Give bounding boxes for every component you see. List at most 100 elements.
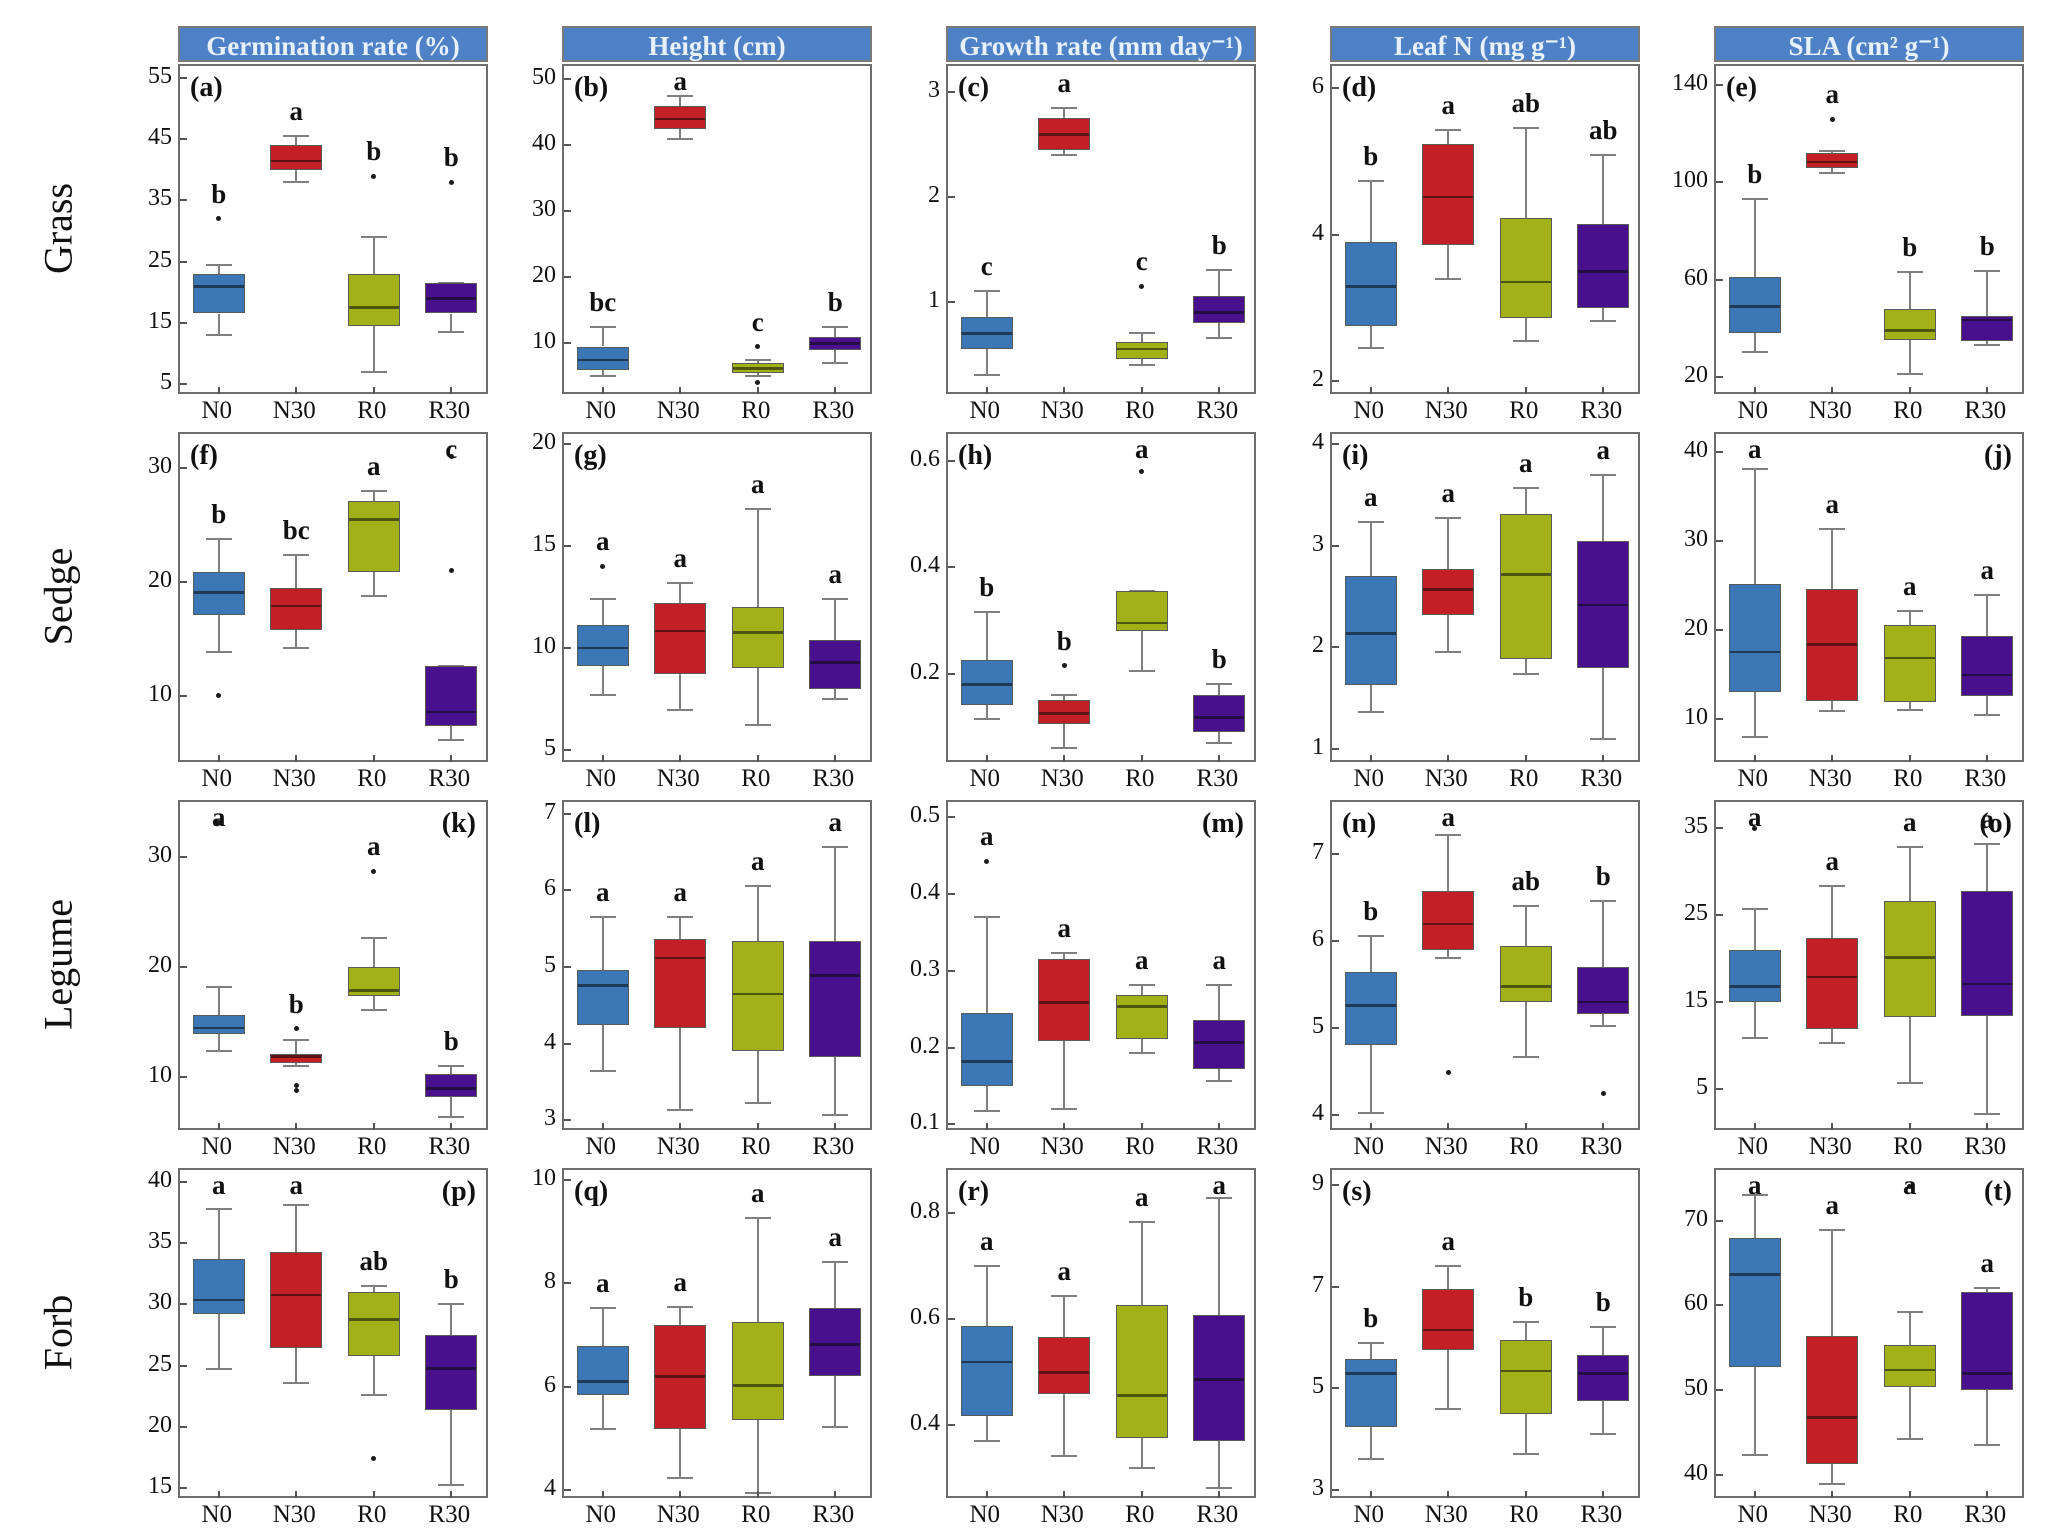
whisker-stem — [1447, 518, 1450, 570]
median-line — [1962, 673, 2013, 677]
whisker-cap — [1357, 934, 1384, 937]
whisker-stem — [1447, 614, 1450, 653]
x-tick-mark — [601, 1123, 604, 1130]
median-line — [577, 984, 628, 987]
y-tick-label: 15 — [148, 1472, 172, 1499]
x-category-label: N30 — [272, 765, 316, 792]
boxplot-R30 — [1193, 694, 1246, 733]
x-category-label: N0 — [585, 1133, 617, 1160]
boxplot-N0 — [576, 625, 629, 667]
boxplot-R30 — [425, 1335, 478, 1410]
whisker-stem — [601, 326, 604, 347]
whisker-cap — [1512, 1056, 1539, 1059]
column-header-growth-rate: Growth rate (mm day⁻¹) — [946, 26, 1256, 62]
y-tick-label: 10 — [532, 328, 556, 355]
outlier-dot — [600, 563, 606, 569]
whisker-cap — [1590, 737, 1617, 740]
y-tick-label: 60 — [1684, 1290, 1708, 1317]
whisker-stem — [1986, 696, 1989, 715]
y-tick-mark — [180, 77, 187, 80]
whisker-stem — [295, 169, 298, 183]
boxplot-R0 — [347, 273, 400, 326]
panel-c: (c) c a c b — [946, 64, 1256, 394]
x-category-label: N0 — [969, 397, 1001, 424]
boxplot-N0 — [1344, 242, 1397, 327]
boxplot-N0 — [960, 1325, 1013, 1417]
panel-label: (f) — [190, 440, 218, 471]
y-tick-mark — [564, 1179, 571, 1182]
whisker-stem — [295, 1205, 298, 1252]
whisker-cap — [1357, 347, 1384, 350]
whisker-stem — [450, 1304, 453, 1335]
whisker-cap — [205, 985, 232, 988]
whisker-cap — [589, 598, 616, 600]
y-tick-label: 70 — [1684, 1205, 1708, 1232]
whisker-stem — [1140, 984, 1143, 996]
y-tick-label: 20 — [1684, 615, 1708, 642]
y-tick-mark — [1716, 450, 1723, 453]
median-line — [1423, 195, 1474, 199]
x-category-label: N0 — [1737, 1133, 1769, 1160]
y-tick-label: 60 — [1684, 264, 1708, 291]
whisker-cap — [1590, 1025, 1617, 1028]
x-tick-mark — [1908, 387, 1911, 394]
median-line — [1884, 329, 1935, 332]
sig-letter: a — [1980, 803, 1995, 834]
whisker-cap — [360, 594, 387, 597]
y-tick-mark — [564, 342, 571, 345]
x-tick-mark — [1140, 387, 1143, 394]
whisker-cap — [1974, 344, 2001, 347]
whisker-cap — [1512, 672, 1539, 675]
median-line — [810, 342, 861, 345]
whisker-cap — [973, 290, 1000, 293]
median-line — [1884, 1368, 1935, 1372]
sig-letter: a — [751, 469, 765, 500]
whisker-stem — [295, 554, 298, 588]
whisker-stem — [679, 1028, 682, 1110]
whisker-cap — [1206, 337, 1233, 340]
median-line — [1116, 621, 1167, 625]
whisker-cap — [1206, 269, 1233, 272]
boxplot-N30 — [1806, 938, 1859, 1029]
sig-letter: a — [367, 450, 381, 481]
panel-i: (i) a a a a — [1330, 432, 1640, 762]
whisker-cap — [589, 1427, 616, 1430]
outlier-dot — [984, 858, 990, 864]
x-tick-mark — [1369, 1491, 1372, 1498]
y-tick-mark — [564, 545, 571, 548]
x-category-label: N0 — [969, 765, 1001, 792]
y-tick-mark — [948, 969, 955, 972]
y-tick-mark — [564, 646, 571, 649]
whisker-stem — [295, 136, 298, 146]
sig-letter: a — [1903, 1170, 1917, 1200]
boxplot-N0 — [192, 1015, 245, 1035]
whisker-cap — [589, 693, 616, 696]
median-line — [577, 358, 628, 362]
sig-letter: b — [288, 988, 304, 1019]
y-tick-label: 3 — [1312, 1474, 1324, 1501]
sig-letter: b — [979, 572, 995, 603]
y-tick-label: 40 — [148, 1167, 172, 1194]
x-tick-mark — [450, 1491, 453, 1498]
boxplot-R30 — [1961, 636, 2014, 697]
outlier-dot — [1445, 1070, 1451, 1076]
whisker-cap — [822, 1261, 849, 1264]
whisker-stem — [985, 917, 988, 1014]
whisker-stem — [1986, 595, 1989, 637]
y-tick-mark — [564, 443, 571, 446]
median-line — [193, 1026, 244, 1029]
boxplot-N30 — [270, 145, 323, 170]
median-line — [1500, 1369, 1551, 1373]
median-line — [1729, 985, 1780, 988]
x-tick-mark — [1602, 755, 1605, 762]
boxplot-N0 — [192, 273, 245, 314]
x-category-label: N0 — [585, 765, 617, 792]
sig-letter: ab — [359, 1246, 389, 1277]
x-tick-mark — [834, 1491, 837, 1498]
whisker-stem — [1602, 1327, 1605, 1356]
panel-m: (m) a a a a — [946, 800, 1256, 1130]
y-tick-mark — [1716, 718, 1723, 721]
sig-letter: a — [1980, 555, 1995, 586]
y-tick-label: 4 — [544, 1474, 556, 1501]
x-tick-mark — [1218, 755, 1221, 762]
